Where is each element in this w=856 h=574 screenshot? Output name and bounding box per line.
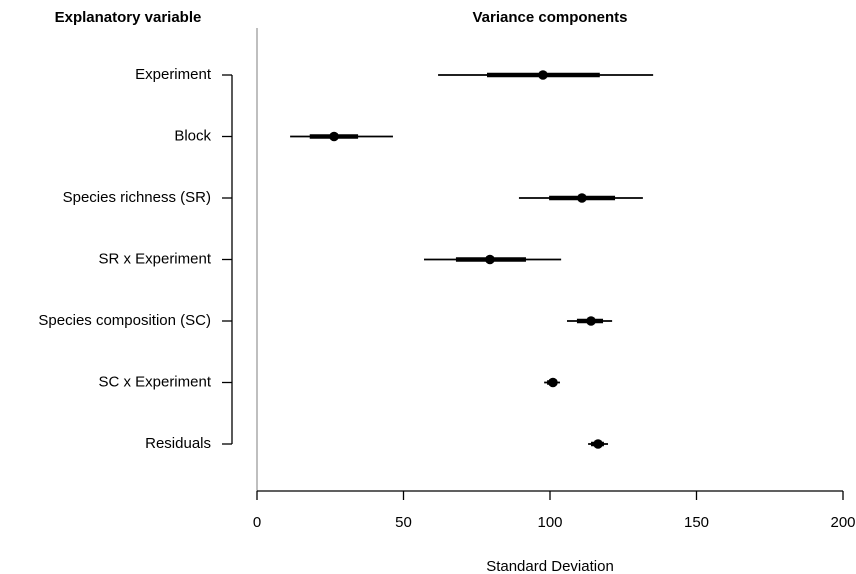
x-axis-title: Standard Deviation xyxy=(486,558,614,574)
y-tick-label: Species richness (SR) xyxy=(63,189,211,206)
estimate-point xyxy=(586,316,596,326)
x-tick-label: 100 xyxy=(537,514,562,531)
estimate-point xyxy=(593,439,603,449)
y-tick-label: Experiment xyxy=(135,66,212,83)
x-tick-label: 0 xyxy=(253,514,261,531)
x-tick-label: 50 xyxy=(395,514,412,531)
y-tick-label: Residuals xyxy=(145,435,211,452)
y-axis-title: Explanatory variable xyxy=(55,9,202,26)
estimate-point xyxy=(485,254,495,265)
estimate-point xyxy=(538,70,548,80)
y-tick-label: Species composition (SC) xyxy=(38,312,211,329)
estimate-point xyxy=(548,377,558,388)
y-tick-label: Block xyxy=(174,127,211,144)
y-tick-label: SC x Experiment xyxy=(98,373,211,390)
x-tick-label: 150 xyxy=(684,514,709,531)
x-tick-label: 200 xyxy=(830,514,855,531)
estimate-point xyxy=(577,193,587,203)
estimate-point xyxy=(329,131,339,142)
y-tick-label: SR x Experiment xyxy=(98,250,211,267)
chart-title: Variance components xyxy=(472,9,627,26)
